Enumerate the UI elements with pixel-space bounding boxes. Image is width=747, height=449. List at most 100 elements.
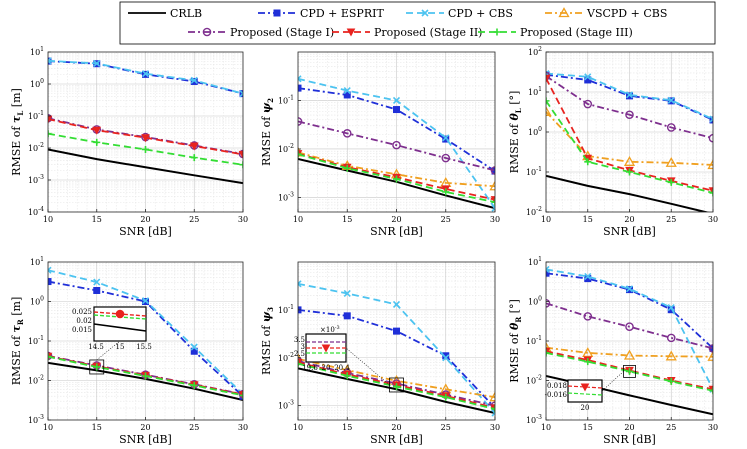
ytick-label: 101 [30,46,44,57]
xtick-label: 10 [293,423,303,432]
series-line-stage1 [298,120,495,172]
point-vscpd-20 [623,349,636,360]
point-cbs-20 [141,70,150,78]
xtick-label: 30 [490,423,500,432]
point-cbs-15 [343,289,351,298]
point-cbs-20 [392,96,401,105]
series-group [546,69,713,212]
point-stage1-25 [666,333,676,343]
xtick-label: 15 [583,423,593,432]
xtick-label: 10 [43,423,53,432]
ytick-label: 100 [30,296,44,307]
point-vscpd-20 [623,155,636,166]
ytick-label: 10-2 [526,375,542,386]
point-esprit-10 [546,269,550,277]
xtick-label: 20 [624,215,634,224]
grid [546,262,713,420]
legend-marker-stage3 [493,28,501,36]
inset-ytick: 0.015 [72,326,92,334]
point-stage3-25 [190,381,198,389]
inset-marker [580,383,590,392]
point-stage3-30 [239,391,243,399]
ytick-label: 101 [528,86,542,97]
point-cbs-30 [239,90,243,98]
ytick-label: 10-2 [278,352,294,363]
point-cbs-25 [667,304,675,312]
point-cbs-20 [625,285,634,293]
panel-tau-l: 10 15 20 25 30 10-4 10-3 10-2 10-1 100 101 SNR [dB]… [10,46,248,238]
ytick-label: 10-3 [526,414,542,425]
point-cbs-25 [442,134,450,142]
inset-marker [321,344,331,353]
ytick-label: 10-1 [28,335,44,346]
point-esprit-20 [393,106,400,114]
series-line-stage1 [546,75,713,140]
xtick-label: 30 [708,215,718,224]
point-stage2-25 [189,142,199,151]
ylabel: RMSE of τL [m] [10,88,25,176]
point-stage1-15 [583,99,593,109]
point-esprit-10 [298,84,302,92]
point-stage1-25 [666,123,676,132]
ytick-label: 10-1 [278,94,294,105]
point-stage3-25 [442,393,450,401]
point-stage3-10 [48,353,52,361]
legend-marker-stage2 [346,28,356,37]
legend-marker-esprit [273,9,281,17]
legend-label-stage3: Proposed (Stage III) [520,26,633,39]
ytick-label: 10-2 [526,206,542,217]
series-line-vscpd [546,346,713,358]
ytick-label: 100 [528,296,542,307]
legend-label-cbs: CPD + CBS [448,7,513,20]
point-esprit-15 [343,91,351,99]
ytick-label: 10-1 [526,166,542,177]
point-stage3-10 [546,349,550,357]
series-line-esprit [48,280,243,397]
inset-ytick: 3 [301,343,305,351]
point-stage3-20 [626,367,633,375]
legend-label-esprit: CPD + ESPRIT [300,7,384,20]
point-cbs-25 [190,76,198,84]
point-stage3-25 [442,188,450,196]
inset-ytick: 0.018 [547,382,567,390]
legend-label-crlb: CRLB [170,7,202,20]
point-vscpd-30 [489,180,495,191]
ytick-label: 10-1 [28,110,44,121]
point-stage3-10 [546,97,550,105]
legend-marker-cbs [421,9,429,17]
point-cbs-10 [48,266,52,274]
point-cbs-25 [667,96,675,104]
point-stage3-30 [239,161,243,169]
point-stage3-25 [190,154,198,162]
panel-psi-3: 10 15 20 25 30 10-3 10-2 10-1 SNR [dB] RMSE of ψ3… [260,261,500,446]
ytick-label: 10-2 [278,143,294,154]
point-stage3-15 [343,164,351,172]
point-cbs-15 [93,59,101,67]
point-cbs-20 [392,300,401,308]
xlabel: SNR [dB] [119,225,172,238]
point-stage3-30 [491,405,495,413]
ytick-label: 10-3 [278,191,294,202]
inset-ytick: -0.016 [545,391,568,399]
legend-marker-vscpd [558,7,570,18]
ylabel: RMSE of τR [m] [10,297,25,386]
point-esprit-30 [239,90,243,98]
point-stage1-10 [298,356,303,366]
series-line-esprit [48,60,243,95]
xlabel: SNR [dB] [119,433,172,446]
point-stage3-25 [667,377,675,385]
ylabel: RMSE of θR [°] [508,299,523,383]
inset-xtick: 19.6 [302,364,318,372]
ytick-label: 102 [528,46,542,57]
point-stage1-30 [708,344,713,353]
panel-psi-2: 10 15 20 25 30 10-3 10-2 10-1 SNR [dB] RMSE of ψ2 [260,51,500,238]
inset-marker [115,309,125,319]
point-stage3-15 [584,158,592,166]
inset-theta-r: 0.018-0.016 20 [545,364,636,412]
point-cbs-25 [190,343,198,351]
ytick-label: 10-3 [28,174,44,185]
point-cbs-25 [442,354,450,362]
point-stage3-15 [343,372,351,380]
point-vscpd-15 [582,347,594,358]
